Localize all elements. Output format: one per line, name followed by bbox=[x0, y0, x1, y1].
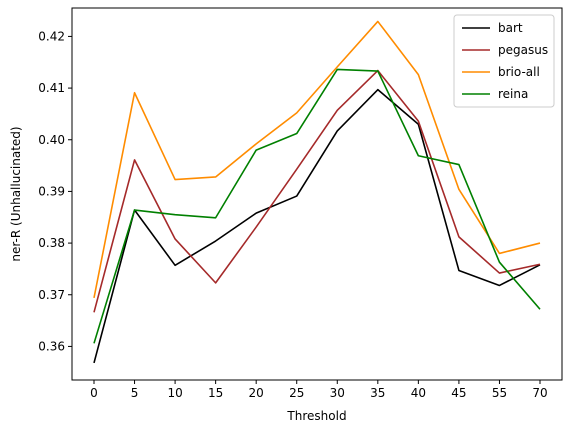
x-tick-label: 35 bbox=[370, 386, 385, 400]
legend-label-reina: reina bbox=[498, 87, 528, 101]
x-tick-label: 0 bbox=[90, 386, 98, 400]
x-tick-label: 40 bbox=[411, 386, 426, 400]
series-line-bart bbox=[93, 88, 541, 364]
x-tick-label: 70 bbox=[532, 386, 547, 400]
y-tick-label: 0.39 bbox=[38, 184, 65, 198]
y-tick-label: 0.37 bbox=[38, 288, 65, 302]
y-tick-label: 0.38 bbox=[38, 236, 65, 250]
legend-box bbox=[453, 14, 555, 108]
x-tick-label: 20 bbox=[249, 386, 264, 400]
legend: bart pegasus brio-all reina bbox=[453, 14, 555, 108]
x-axis-label: Threshold bbox=[286, 409, 346, 423]
x-tick-label: 55 bbox=[492, 386, 507, 400]
series-line-reina bbox=[93, 68, 541, 344]
y-tick-label: 0.42 bbox=[38, 29, 65, 43]
series-line-pegasus bbox=[93, 69, 541, 313]
plot-frame bbox=[71, 7, 563, 381]
y-axis-label: ner-R (Unhallucinated) bbox=[9, 126, 23, 261]
x-tick-label: 30 bbox=[330, 386, 345, 400]
series-layer bbox=[93, 20, 541, 364]
series-line-brio-all bbox=[93, 20, 541, 299]
x-tick-label: 15 bbox=[208, 386, 223, 400]
x-tick-label: 10 bbox=[167, 386, 182, 400]
y-tick-label: 0.41 bbox=[38, 81, 65, 95]
x-tick-label: 45 bbox=[451, 386, 466, 400]
y-tick-label: 0.40 bbox=[38, 133, 65, 147]
legend-label-brio-all: brio-all bbox=[498, 65, 540, 79]
y-tick-label: 0.36 bbox=[38, 339, 65, 353]
x-tick-label: 25 bbox=[289, 386, 304, 400]
x-tick-label: 5 bbox=[131, 386, 139, 400]
legend-label-pegasus: pegasus bbox=[498, 43, 548, 57]
axes-layer: 0 5 10 15 20 25 30 35 40 45 55 70 0.36 0.37 0.38 0.39 0.… bbox=[38, 7, 563, 400]
legend-label-bart: bart bbox=[498, 21, 523, 35]
